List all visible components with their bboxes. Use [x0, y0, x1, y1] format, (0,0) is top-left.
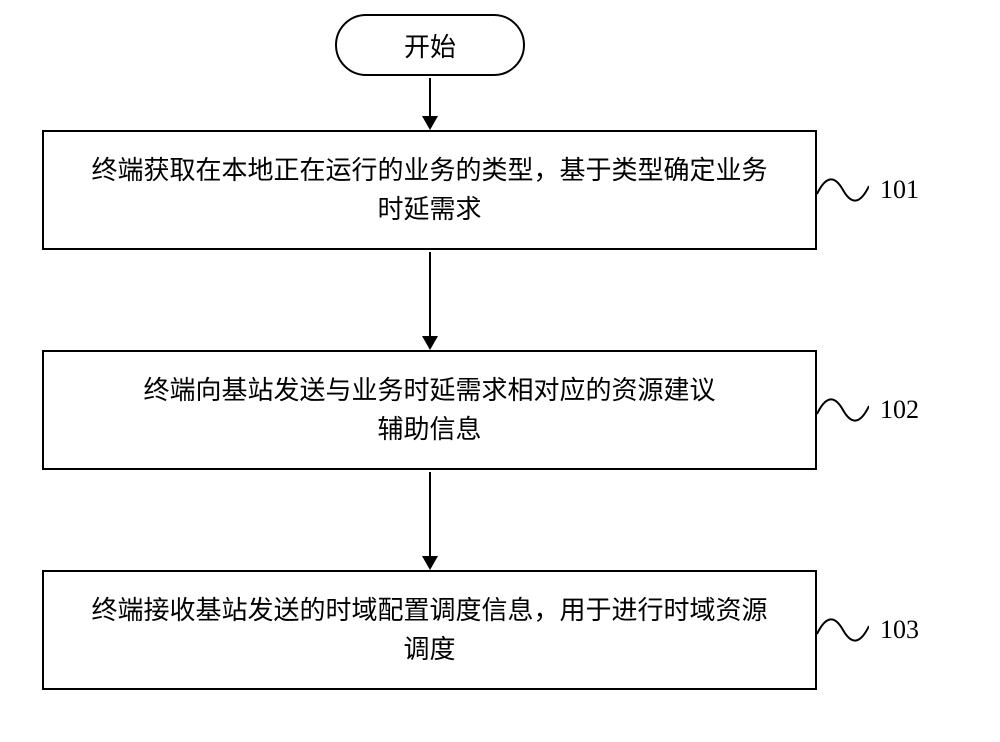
arrow-head-icon [422, 556, 438, 570]
connector-tilde-icon [817, 612, 869, 648]
arrow-line [429, 252, 431, 336]
arrow-line [429, 472, 431, 556]
process-text: 终端接收基站发送的时域配置调度信息，用于进行时域资源 调度 [91, 591, 767, 669]
start-node: 开始 [335, 14, 525, 76]
flowchart-container: 开始 终端获取在本地正在运行的业务的类型，基于类型确定业务 时延需求 终端向基站… [0, 0, 1000, 742]
process-step-102: 终端向基站发送与业务时延需求相对应的资源建议 辅助信息 [42, 350, 817, 470]
process-step-101: 终端获取在本地正在运行的业务的类型，基于类型确定业务 时延需求 [42, 130, 817, 250]
step-number-label: 102 [880, 395, 919, 425]
arrow-line [429, 78, 431, 116]
process-step-103: 终端接收基站发送的时域配置调度信息，用于进行时域资源 调度 [42, 570, 817, 690]
arrow-head-icon [422, 116, 438, 130]
step-number-label: 101 [880, 175, 919, 205]
connector-tilde-icon [817, 172, 869, 208]
step-number-label: 103 [880, 615, 919, 645]
process-text: 终端向基站发送与业务时延需求相对应的资源建议 辅助信息 [143, 371, 715, 449]
connector-tilde-icon [817, 392, 869, 428]
start-label: 开始 [404, 27, 456, 64]
process-text: 终端获取在本地正在运行的业务的类型，基于类型确定业务 时延需求 [91, 151, 767, 229]
arrow-head-icon [422, 336, 438, 350]
